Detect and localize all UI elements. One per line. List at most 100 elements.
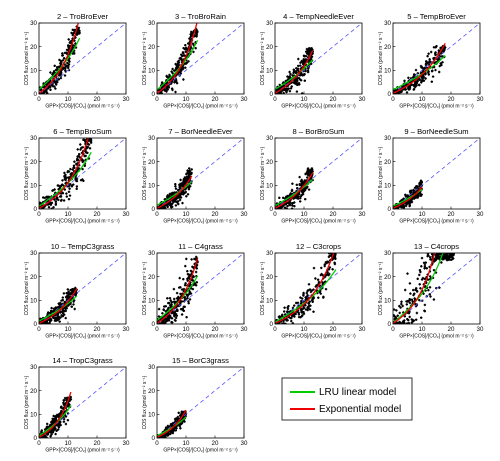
y-tick-label: 10 — [148, 412, 155, 419]
axes-frame — [274, 252, 363, 325]
y-tick-label: 30 — [30, 250, 37, 257]
x-tick-label: 10 — [301, 211, 308, 218]
y-tick-label: 10 — [30, 412, 37, 419]
exponential-model-line — [275, 172, 314, 209]
y-tick-label: 20 — [30, 388, 37, 395]
panel-title: 13 – C4crops — [414, 242, 459, 251]
lru-model-line — [157, 181, 193, 206]
x-tick-label: 20 — [212, 326, 219, 333]
y-tick-label: 0 — [388, 91, 392, 98]
x-tick-label: 20 — [448, 211, 455, 218]
exponential-model-line — [157, 23, 198, 94]
x-tick-label: 0 — [155, 326, 159, 333]
panel-title: 2 – TroBroEver — [57, 12, 109, 21]
y-tick-label: 30 — [266, 135, 273, 142]
y-axis-label: COS flux (pmol m⁻² s⁻¹) — [260, 31, 266, 85]
y-tick-label: 20 — [384, 159, 391, 166]
y-tick-label: 10 — [266, 183, 273, 190]
panel-title: 5 – TempBroEver — [407, 12, 466, 21]
x-tick-label: 10 — [301, 326, 308, 333]
x-tick-label: 10 — [183, 440, 190, 447]
y-tick-label: 30 — [266, 250, 273, 257]
y-tick-label: 30 — [148, 20, 155, 27]
y-tick-label: 0 — [34, 206, 38, 213]
one-to-one-line — [157, 23, 244, 94]
exponential-model-line — [39, 138, 89, 209]
y-axis-label: COS flux (pmol m⁻² s⁻¹) — [142, 375, 148, 429]
x-tick-label: 0 — [155, 211, 159, 218]
scatter-points — [275, 253, 337, 324]
exponential-model-line — [393, 42, 446, 94]
y-tick-label: 20 — [30, 159, 37, 166]
one-to-one-line — [39, 23, 126, 94]
y-axis-label: COS flux (pmol m⁻² s⁻¹) — [378, 261, 384, 315]
y-tick-label: 10 — [30, 68, 37, 75]
y-tick-label: 10 — [266, 68, 273, 75]
lru-model-line — [39, 295, 78, 322]
x-tick-label: 0 — [37, 211, 41, 218]
x-tick-label: 10 — [419, 96, 426, 103]
y-axis-label: COS flux (pmol m⁻² s⁻¹) — [378, 146, 384, 200]
x-tick-label: 0 — [155, 96, 159, 103]
scatter-points — [275, 47, 314, 94]
plot-area — [39, 253, 126, 324]
x-tick-label: 10 — [301, 96, 308, 103]
x-tick-label: 30 — [241, 96, 248, 103]
axes-frame — [38, 137, 127, 210]
axes-frame — [274, 22, 363, 95]
panel-title: 4 – TempNeedleEver — [283, 12, 354, 21]
panel-title: 9 – BorNeedleSum — [404, 127, 468, 136]
legend-label-exponential: Exponential model — [319, 404, 401, 415]
x-axis-label: GPP×[COS]/[CO₂] (pmol m⁻² s⁻¹) — [163, 334, 238, 340]
x-axis-label: GPP×[COS]/[CO₂] (pmol m⁻² s⁻¹) — [163, 104, 238, 110]
y-axis-label: COS flux (pmol m⁻² s⁻¹) — [142, 261, 148, 315]
y-tick-label: 30 — [30, 364, 37, 371]
x-tick-label: 30 — [241, 326, 248, 333]
one-to-one-line — [393, 138, 480, 209]
scatter-points — [157, 255, 199, 324]
x-axis-label: GPP×[COS]/[CO₂] (pmol m⁻² s⁻¹) — [45, 334, 120, 340]
x-tick-label: 30 — [241, 440, 248, 447]
axes-frame — [38, 22, 127, 95]
y-tick-label: 0 — [152, 91, 156, 98]
panel-title: 6 – TempBroSum — [53, 127, 112, 136]
x-axis-label: GPP×[COS]/[CO₂] (pmol m⁻² s⁻¹) — [163, 448, 238, 454]
panel-title: 7 – BorNeedleEver — [168, 127, 233, 136]
panel-title: 12 – C3crops — [296, 242, 341, 251]
x-tick-label: 30 — [123, 440, 130, 447]
axes-frame — [156, 137, 245, 210]
x-tick-label: 30 — [477, 211, 484, 218]
y-tick-label: 20 — [384, 274, 391, 281]
x-tick-label: 20 — [448, 96, 455, 103]
plot-area — [393, 253, 480, 324]
x-tick-label: 30 — [359, 211, 366, 218]
x-tick-label: 0 — [391, 326, 395, 333]
x-tick-label: 30 — [123, 211, 130, 218]
x-tick-label: 0 — [37, 440, 41, 447]
y-tick-label: 0 — [34, 435, 38, 442]
scatter-points — [393, 179, 423, 209]
x-tick-label: 20 — [330, 211, 337, 218]
y-axis-label: COS flux (pmol m⁻² s⁻¹) — [260, 146, 266, 200]
plot-area — [39, 367, 126, 438]
one-to-one-line — [275, 253, 362, 324]
y-tick-label: 0 — [152, 321, 156, 328]
y-tick-label: 0 — [270, 206, 274, 213]
x-tick-label: 10 — [183, 326, 190, 333]
exponential-model-line — [39, 23, 79, 94]
scatter-points — [275, 167, 314, 209]
plot-area — [275, 23, 362, 94]
x-tick-label: 30 — [359, 96, 366, 103]
y-tick-label: 30 — [384, 135, 391, 142]
y-tick-label: 20 — [30, 44, 37, 51]
y-axis-label: COS flux (pmol m⁻² s⁻¹) — [378, 31, 384, 85]
x-tick-label: 0 — [273, 96, 277, 103]
x-tick-label: 10 — [419, 211, 426, 218]
